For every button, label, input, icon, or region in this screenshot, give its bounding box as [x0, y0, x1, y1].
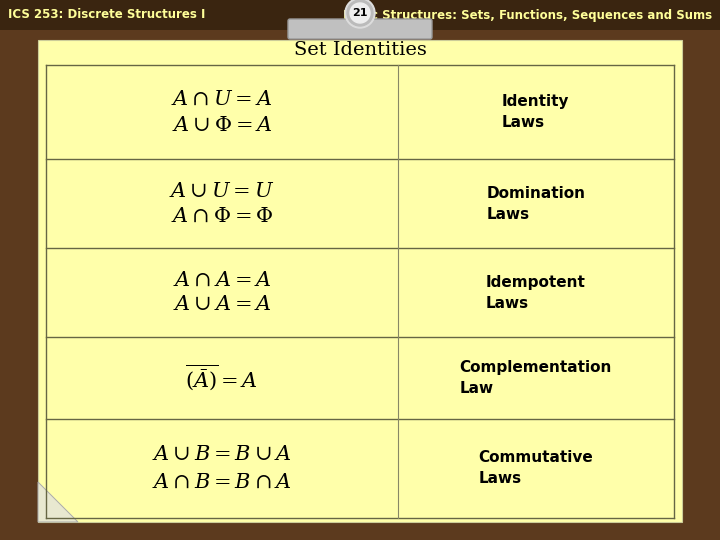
- Text: Set Identities: Set Identities: [294, 41, 426, 59]
- Polygon shape: [38, 482, 78, 522]
- Text: $A \cap B = B \cap A$: $A \cap B = B \cap A$: [152, 472, 292, 492]
- Text: $A \cap A = A$: $A \cap A = A$: [173, 271, 271, 289]
- Text: 21: 21: [352, 8, 368, 18]
- Circle shape: [345, 0, 375, 28]
- Text: Idempotent
Laws: Idempotent Laws: [486, 274, 586, 310]
- Text: Identity
Laws: Identity Laws: [502, 94, 570, 130]
- FancyBboxPatch shape: [38, 40, 682, 522]
- FancyBboxPatch shape: [0, 0, 720, 30]
- FancyBboxPatch shape: [288, 19, 432, 39]
- Text: $A \cup U = U$: $A \cup U = U$: [169, 181, 274, 201]
- Text: Domination
Laws: Domination Laws: [486, 186, 585, 221]
- Text: $A \cup B = B \cup A$: $A \cup B = B \cup A$: [152, 445, 292, 464]
- Text: Basic Structures: Sets, Functions, Sequences and Sums: Basic Structures: Sets, Functions, Seque…: [343, 9, 712, 22]
- Text: Commutative
Laws: Commutative Laws: [479, 450, 593, 487]
- Text: $A \cap U = A$: $A \cap U = A$: [171, 90, 272, 109]
- Text: $A \cup A = A$: $A \cup A = A$: [173, 295, 271, 314]
- Text: $A \cup \Phi = A$: $A \cup \Phi = A$: [171, 116, 272, 135]
- Text: $\overline{(\bar{A})} = A$: $\overline{(\bar{A})} = A$: [186, 362, 258, 393]
- Circle shape: [350, 3, 370, 23]
- Text: ICS 253: Discrete Structures I: ICS 253: Discrete Structures I: [8, 9, 205, 22]
- Text: Complementation
Law: Complementation Law: [459, 360, 612, 396]
- Circle shape: [347, 0, 373, 26]
- Text: $A \cap \Phi = \Phi$: $A \cap \Phi = \Phi$: [171, 207, 273, 226]
